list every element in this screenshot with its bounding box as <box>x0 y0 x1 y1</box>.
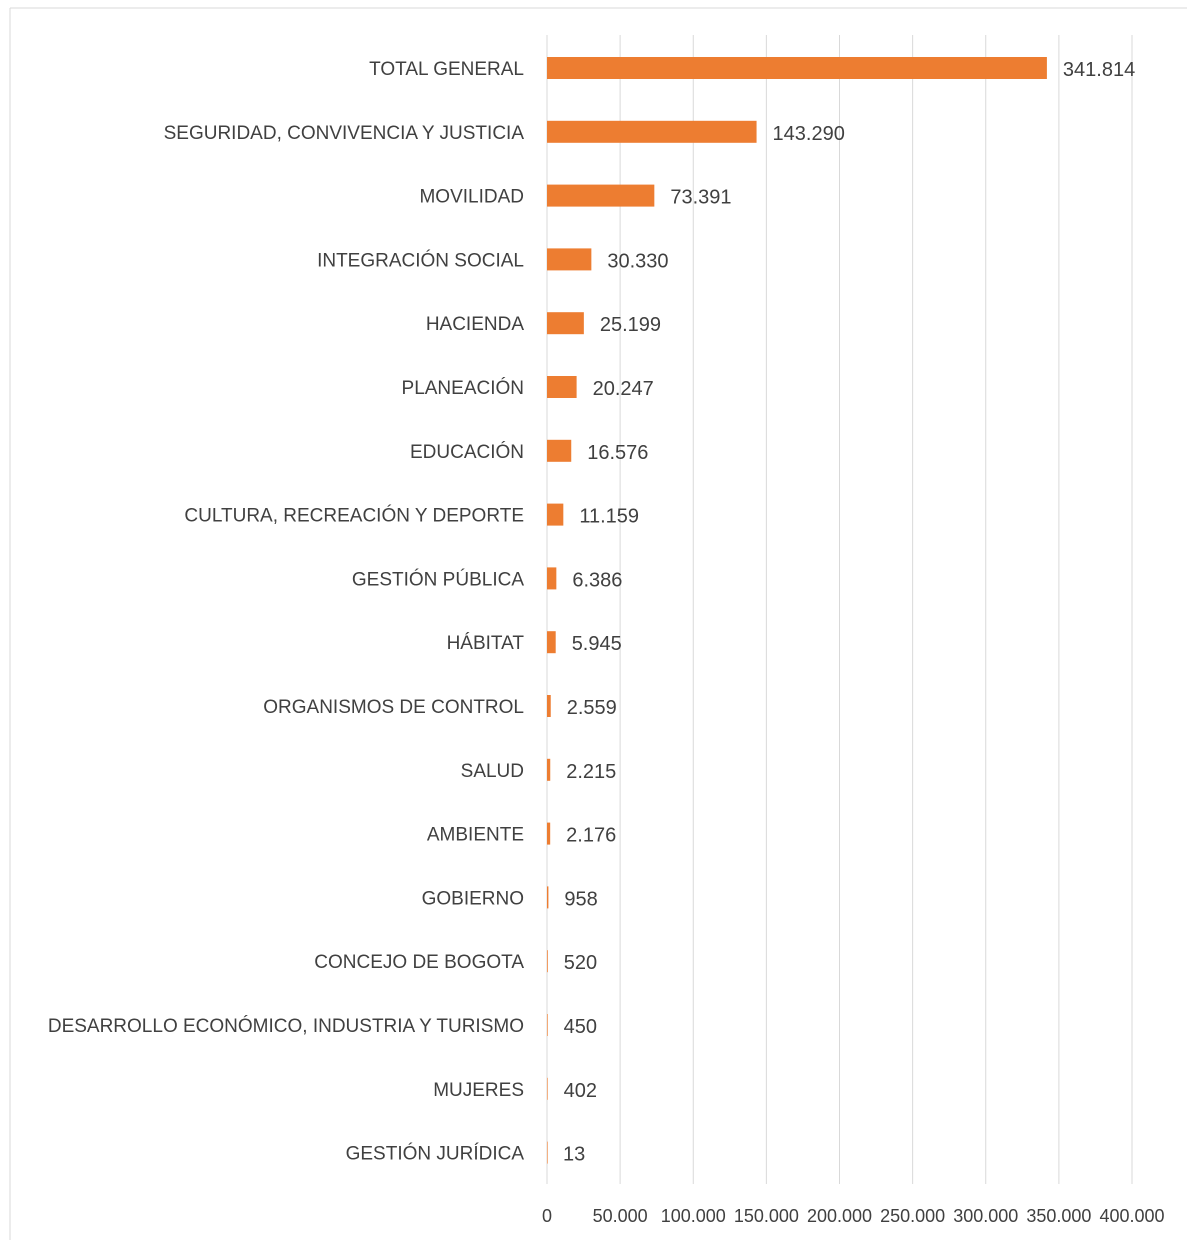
x-tick-label: 50.000 <box>593 1206 648 1226</box>
bar <box>547 503 564 526</box>
bar <box>547 1141 548 1164</box>
bar <box>547 1014 548 1036</box>
category-label: EDUCACIÓN <box>410 441 524 463</box>
bar <box>547 567 557 590</box>
x-tick-label: 150.000 <box>734 1206 799 1226</box>
value-label: 6.386 <box>572 569 622 591</box>
bar <box>547 439 572 462</box>
x-tick-label: 200.000 <box>807 1206 872 1226</box>
value-label: 2.559 <box>567 697 617 719</box>
category-label: CONCEJO DE BOGOTA <box>314 952 524 973</box>
value-label: 341.814 <box>1063 59 1135 81</box>
category-label: MUJERES <box>433 1080 524 1101</box>
category-label: PLANEACIÓN <box>402 377 524 399</box>
category-label: HÁBITAT <box>447 633 525 654</box>
bar <box>547 184 655 207</box>
value-label: 143.290 <box>773 123 845 145</box>
bar-layer <box>547 57 1047 1164</box>
category-label: INTEGRACIÓN SOCIAL <box>317 249 524 271</box>
bar <box>547 695 551 717</box>
x-tick-label: 100.000 <box>661 1206 726 1226</box>
value-label: 30.330 <box>607 250 668 272</box>
bar <box>547 886 549 909</box>
bar <box>547 248 592 271</box>
category-label: ORGANISMOS DE CONTROL <box>263 697 524 718</box>
grid-layer <box>546 35 1133 1184</box>
bar <box>547 758 551 781</box>
bar <box>547 1077 548 1100</box>
category-label: SALUD <box>461 761 524 782</box>
category-label: GESTIÓN JURÍDICA <box>346 1143 525 1165</box>
value-label: 16.576 <box>587 442 648 464</box>
x-tick-label: 0 <box>542 1206 552 1226</box>
x-tick-label: 350.000 <box>1026 1206 1091 1226</box>
label-layer: TOTAL GENERAL 341.814 SEGURIDAD, CONVIVENC… <box>48 59 1135 1166</box>
category-label: CULTURA, RECREACIÓN Y DEPORTE <box>184 505 524 527</box>
category-label: GOBIERNO <box>422 888 524 909</box>
category-label: AMBIENTE <box>427 825 524 846</box>
x-tick-label: 250.000 <box>880 1206 945 1226</box>
bar <box>547 120 757 143</box>
category-label: HACIENDA <box>426 314 525 335</box>
category-label: TOTAL GENERAL <box>369 59 524 80</box>
value-label: 73.391 <box>670 187 731 209</box>
bar <box>547 950 548 973</box>
value-label: 2.176 <box>566 825 616 847</box>
value-label: 20.247 <box>593 378 654 400</box>
value-label: 2.215 <box>566 761 616 783</box>
bar <box>547 312 584 335</box>
tick-layer: 0 50.000 100.000 150.000 200.000 250.000 300.0… <box>542 1206 1165 1226</box>
x-tick-label: 300.000 <box>953 1206 1018 1226</box>
bar <box>547 376 577 398</box>
x-tick-label: 400.000 <box>1099 1206 1164 1226</box>
category-label: SEGURIDAD, CONVIVENCIA Y JUSTICIA <box>164 123 525 144</box>
category-label: DESARROLLO ECONÓMICO, INDUSTRIA Y TURISM… <box>48 1015 524 1037</box>
value-label: 11.159 <box>579 506 639 528</box>
value-label: 13 <box>563 1144 585 1166</box>
value-label: 520 <box>564 952 597 974</box>
bar <box>547 57 1047 79</box>
value-label: 25.199 <box>600 314 661 336</box>
bar <box>547 822 551 845</box>
category-label: MOVILIDAD <box>419 187 524 208</box>
category-label: GESTIÓN PÚBLICA <box>352 568 524 590</box>
value-label: 958 <box>564 888 597 910</box>
value-label: 402 <box>564 1080 597 1102</box>
bar <box>547 631 556 654</box>
value-label: 5.945 <box>572 633 622 655</box>
value-label: 450 <box>564 1016 597 1038</box>
